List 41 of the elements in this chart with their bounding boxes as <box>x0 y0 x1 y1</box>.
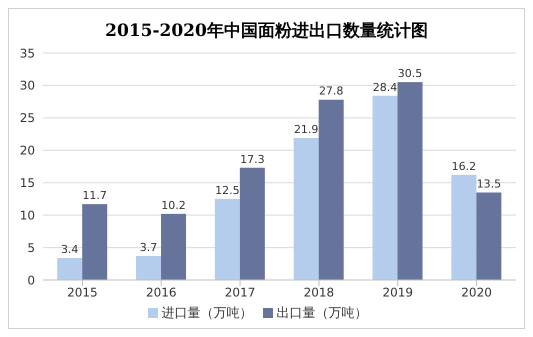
y-tick-label: 35 <box>20 46 35 60</box>
y-tick-label: 15 <box>20 176 35 190</box>
data-label: 13.5 <box>476 177 502 190</box>
x-tick-label: 2018 <box>304 286 334 300</box>
y-tick-label: 5 <box>27 240 35 255</box>
data-label: 27.8 <box>318 84 344 98</box>
x-tick-label: 2015 <box>67 286 98 300</box>
data-label: 30.5 <box>398 67 422 80</box>
x-tick-label: 2020 <box>461 286 492 300</box>
y-tick-label: 20 <box>20 144 35 158</box>
legend-label: 出口量（万吨） <box>276 306 368 321</box>
y-tick-label: 10 <box>20 208 35 222</box>
bar <box>451 174 476 280</box>
data-label: 10.2 <box>161 198 186 212</box>
data-label: 12.5 <box>215 184 240 197</box>
bar <box>136 256 162 280</box>
x-tick-label: 2016 <box>146 286 177 300</box>
data-label: 16.2 <box>452 160 476 173</box>
bar <box>372 96 398 280</box>
y-tick-label: 25 <box>20 111 35 126</box>
data-label: 28.4 <box>372 80 398 94</box>
data-label: 3.7 <box>140 241 158 254</box>
data-label: 3.4 <box>60 242 78 256</box>
bar <box>398 82 423 280</box>
bar <box>294 138 319 280</box>
legend-label: 进口量（万吨） <box>162 306 252 321</box>
chart-title: 2015-2020年中国面粉进出口数量统计图 <box>104 20 429 43</box>
x-tick-label: 2017 <box>224 286 256 300</box>
bar <box>240 168 265 280</box>
bar <box>214 198 240 280</box>
bar <box>476 192 502 280</box>
y-tick-label: 30 <box>20 78 35 93</box>
data-label: 21.9 <box>294 122 318 136</box>
bar <box>318 100 344 280</box>
data-label: 11.7 <box>82 189 107 202</box>
bar <box>82 204 108 280</box>
bar <box>161 214 186 280</box>
bar <box>57 258 82 280</box>
data-label: 17.3 <box>240 152 265 166</box>
y-tick-label: 0 <box>27 273 35 288</box>
x-tick-label: 2019 <box>382 286 414 300</box>
